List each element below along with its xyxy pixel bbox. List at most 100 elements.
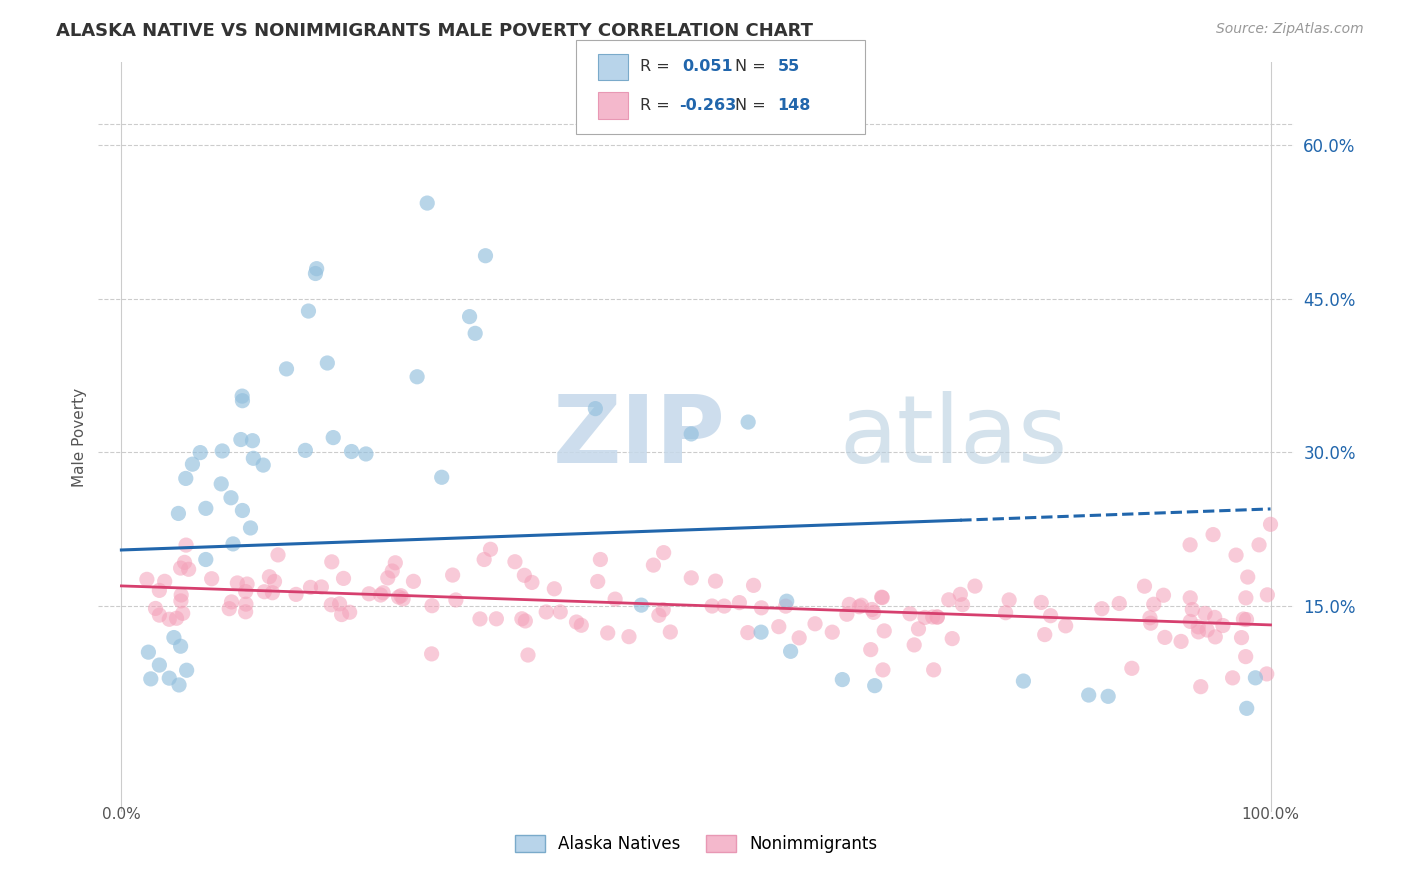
Point bbox=[1234, 649, 1257, 664]
Point bbox=[252, 458, 274, 472]
Point bbox=[235, 597, 257, 611]
Point bbox=[231, 503, 253, 517]
Point bbox=[1234, 591, 1257, 605]
Point bbox=[652, 546, 675, 560]
Point bbox=[329, 597, 352, 611]
Legend: Alaska Natives, Nonimmigrants: Alaska Natives, Nonimmigrants bbox=[508, 828, 884, 860]
Text: N =: N = bbox=[735, 60, 766, 74]
Point bbox=[474, 249, 496, 263]
Point bbox=[1256, 667, 1278, 681]
Point bbox=[898, 607, 921, 621]
Point bbox=[548, 605, 571, 619]
Point bbox=[194, 552, 217, 566]
Point bbox=[377, 571, 399, 585]
Point bbox=[177, 562, 200, 576]
Point bbox=[194, 501, 217, 516]
Point bbox=[357, 587, 380, 601]
Point bbox=[153, 574, 176, 589]
Point bbox=[1139, 611, 1161, 625]
Point bbox=[779, 644, 801, 658]
Point bbox=[589, 552, 612, 566]
Point bbox=[330, 607, 353, 622]
Point bbox=[520, 575, 543, 590]
Point bbox=[565, 615, 588, 629]
Point bbox=[838, 598, 860, 612]
Point bbox=[821, 625, 844, 640]
Text: 55: 55 bbox=[778, 60, 800, 74]
Point bbox=[630, 598, 652, 612]
Text: R =: R = bbox=[640, 60, 669, 74]
Point bbox=[737, 415, 759, 429]
Point bbox=[402, 574, 425, 589]
Point bbox=[169, 561, 191, 575]
Point bbox=[534, 605, 557, 619]
Point bbox=[1077, 688, 1099, 702]
Point bbox=[1054, 619, 1077, 633]
Point bbox=[515, 614, 537, 628]
Point bbox=[543, 582, 565, 596]
Point bbox=[148, 608, 170, 623]
Point bbox=[170, 588, 193, 602]
Point bbox=[239, 521, 262, 535]
Point bbox=[681, 571, 703, 585]
Point bbox=[174, 538, 197, 552]
Point bbox=[510, 612, 533, 626]
Text: N =: N = bbox=[735, 98, 766, 112]
Point bbox=[1202, 527, 1225, 541]
Point bbox=[259, 570, 281, 584]
Point bbox=[166, 611, 188, 625]
Point bbox=[1121, 661, 1143, 675]
Point bbox=[1108, 597, 1130, 611]
Text: ALASKA NATIVE VS NONIMMIGRANTS MALE POVERTY CORRELATION CHART: ALASKA NATIVE VS NONIMMIGRANTS MALE POVE… bbox=[56, 22, 813, 40]
Point bbox=[1244, 671, 1267, 685]
Point bbox=[222, 537, 245, 551]
Point bbox=[354, 447, 377, 461]
Point bbox=[219, 491, 242, 505]
Point bbox=[835, 607, 858, 622]
Point bbox=[373, 586, 395, 600]
Point bbox=[236, 577, 259, 591]
Point bbox=[1236, 613, 1258, 627]
Point bbox=[231, 393, 253, 408]
Point bbox=[1232, 612, 1254, 626]
Point bbox=[1133, 579, 1156, 593]
Text: Source: ZipAtlas.com: Source: ZipAtlas.com bbox=[1216, 22, 1364, 37]
Point bbox=[1033, 627, 1056, 641]
Point bbox=[485, 612, 508, 626]
Point bbox=[311, 580, 333, 594]
Point bbox=[949, 587, 972, 601]
Point bbox=[831, 673, 853, 687]
Point bbox=[1153, 588, 1175, 602]
Text: atlas: atlas bbox=[839, 391, 1067, 483]
Point bbox=[1181, 602, 1204, 616]
Point bbox=[169, 639, 191, 653]
Point bbox=[569, 618, 592, 632]
Point bbox=[652, 602, 675, 616]
Point bbox=[859, 642, 882, 657]
Point bbox=[263, 574, 285, 589]
Point bbox=[517, 648, 540, 662]
Point bbox=[172, 607, 194, 621]
Text: 0.051: 0.051 bbox=[682, 60, 733, 74]
Point bbox=[617, 630, 640, 644]
Point bbox=[209, 476, 232, 491]
Point bbox=[1143, 597, 1166, 611]
Point bbox=[1187, 620, 1209, 634]
Point bbox=[1189, 680, 1212, 694]
Point bbox=[938, 592, 960, 607]
Point bbox=[267, 548, 290, 562]
Point bbox=[226, 576, 249, 591]
Point bbox=[648, 608, 671, 623]
Point bbox=[370, 588, 392, 602]
Point bbox=[392, 591, 415, 606]
Point bbox=[700, 599, 723, 613]
Point bbox=[262, 585, 284, 599]
Point bbox=[862, 606, 884, 620]
Point bbox=[1247, 538, 1270, 552]
Point bbox=[775, 599, 797, 614]
Point bbox=[704, 574, 727, 588]
Point bbox=[321, 598, 343, 612]
Point bbox=[211, 444, 233, 458]
Text: 148: 148 bbox=[778, 98, 811, 112]
Point bbox=[294, 443, 316, 458]
